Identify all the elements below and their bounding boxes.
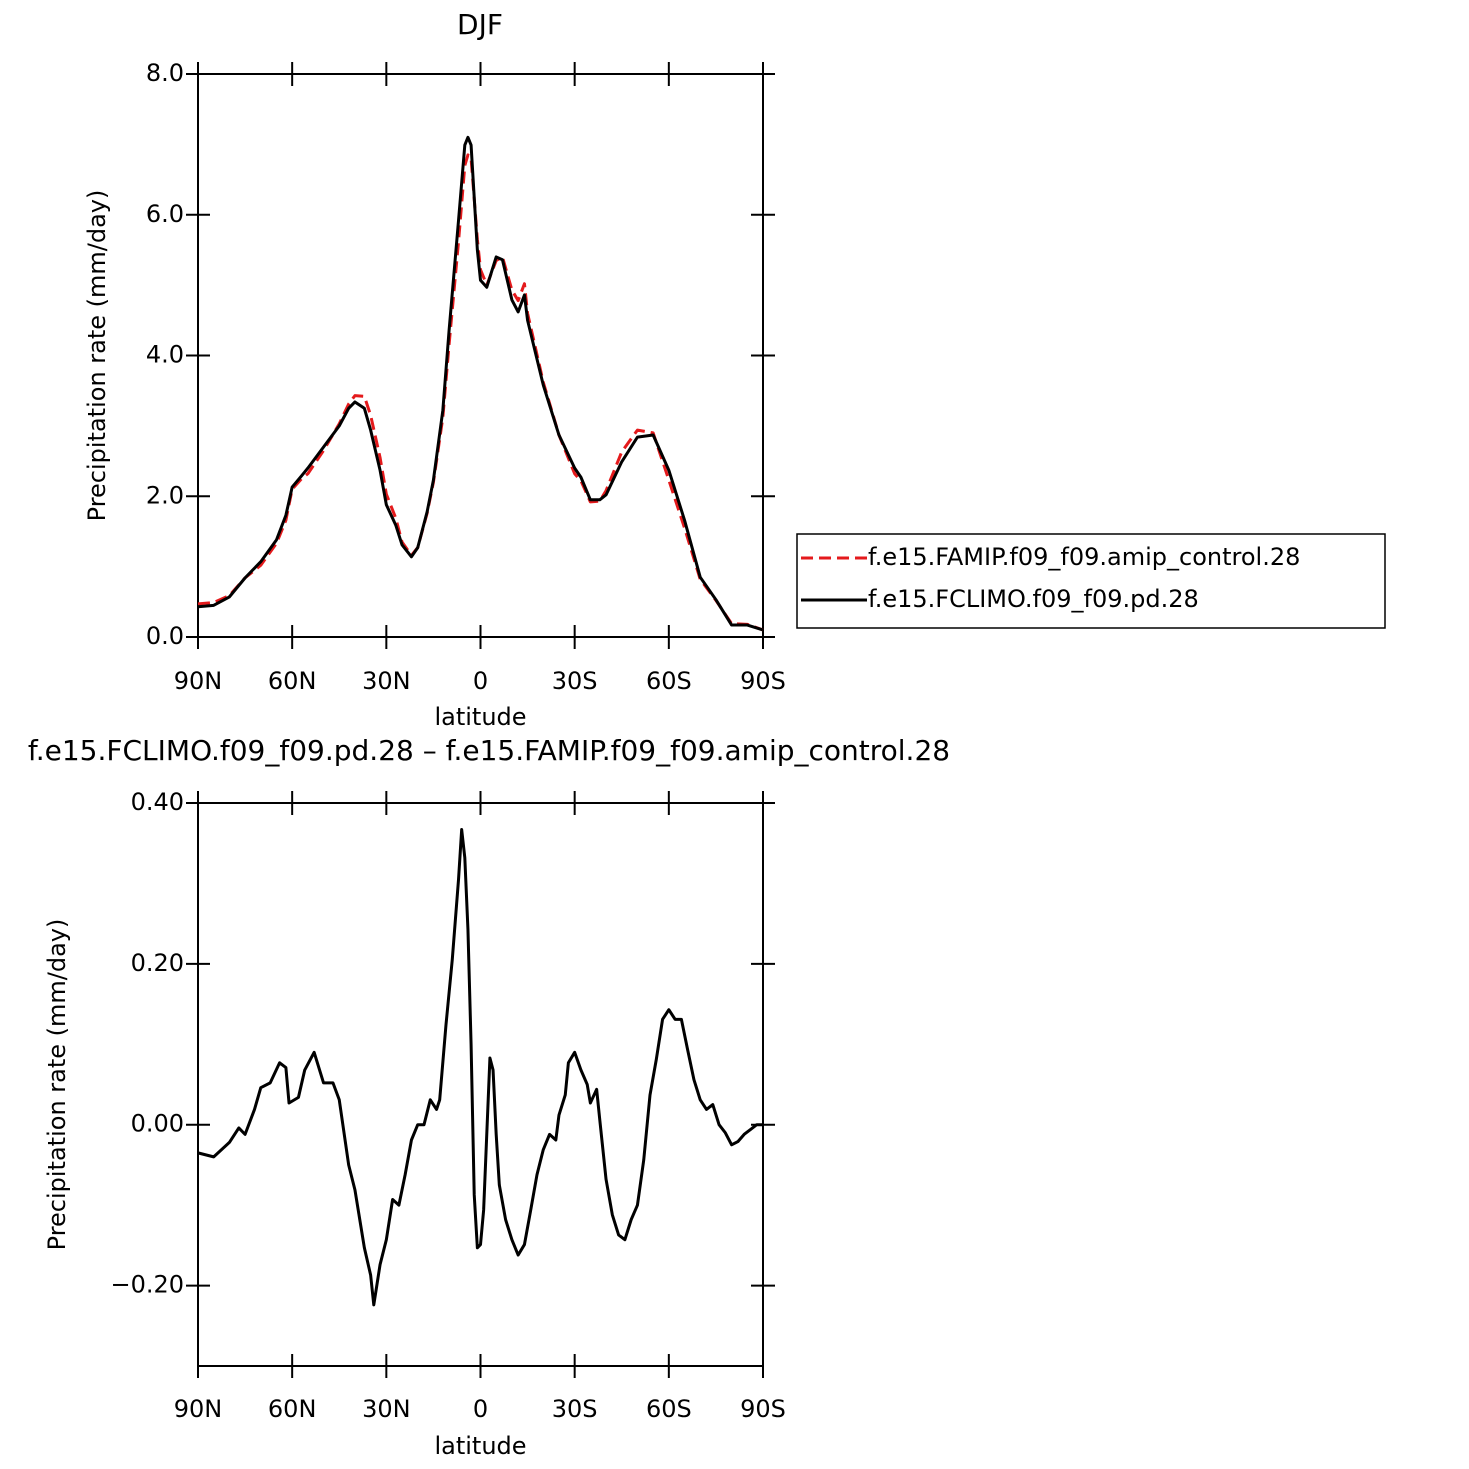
y-axis-label: Precipitation rate (mm/day) xyxy=(43,919,71,1251)
x-tick-label: 30N xyxy=(362,667,411,695)
x-tick-label: 90S xyxy=(740,1395,786,1423)
x-tick-label: 0 xyxy=(473,1395,488,1423)
x-tick-label: 30S xyxy=(552,667,598,695)
legend-label: f.e15.FAMIP.f09_f09.amip_control.28 xyxy=(868,543,1300,571)
y-axis-label: Precipitation rate (mm/day) xyxy=(83,190,111,522)
x-tick-label: 60S xyxy=(646,667,692,695)
y-tick-label: 0.00 xyxy=(131,1110,184,1138)
x-tick-label: 60N xyxy=(268,1395,317,1423)
x-tick-label: 30S xyxy=(552,1395,598,1423)
plot-frame xyxy=(197,73,764,638)
chart-title: DJF xyxy=(457,8,503,41)
x-axis-label: latitude xyxy=(434,1432,526,1460)
x-tick-label: 0 xyxy=(473,667,488,695)
legend-label: f.e15.FCLIMO.f09_f09.pd.28 xyxy=(868,585,1199,613)
x-tick-label: 60S xyxy=(646,1395,692,1423)
plot-frame xyxy=(197,802,764,1367)
x-tick-label: 90S xyxy=(740,667,786,695)
y-tick-label: 4.0 xyxy=(146,341,184,369)
y-tick-label: 8.0 xyxy=(146,59,184,87)
y-tick-label: −0.20 xyxy=(110,1271,184,1299)
y-tick-label: 6.0 xyxy=(146,200,184,228)
line-series xyxy=(197,135,764,632)
x-tick-label: 30N xyxy=(362,1395,411,1423)
x-tick-label: 90N xyxy=(174,1395,223,1423)
y-tick-label: 2.0 xyxy=(146,481,184,509)
x-axis-label: latitude xyxy=(434,703,526,731)
line-series xyxy=(197,153,764,632)
chart-title: f.e15.FCLIMO.f09_f09.pd.28 – f.e15.FAMIP… xyxy=(28,734,950,767)
y-tick-label: 0.0 xyxy=(146,622,184,650)
x-tick-label: 90N xyxy=(174,667,223,695)
legend-box xyxy=(796,533,1386,629)
y-tick-label: 0.40 xyxy=(131,788,184,816)
line xyxy=(197,828,763,1307)
x-tick-label: 60N xyxy=(268,667,317,695)
y-tick-label: 0.20 xyxy=(131,949,184,977)
